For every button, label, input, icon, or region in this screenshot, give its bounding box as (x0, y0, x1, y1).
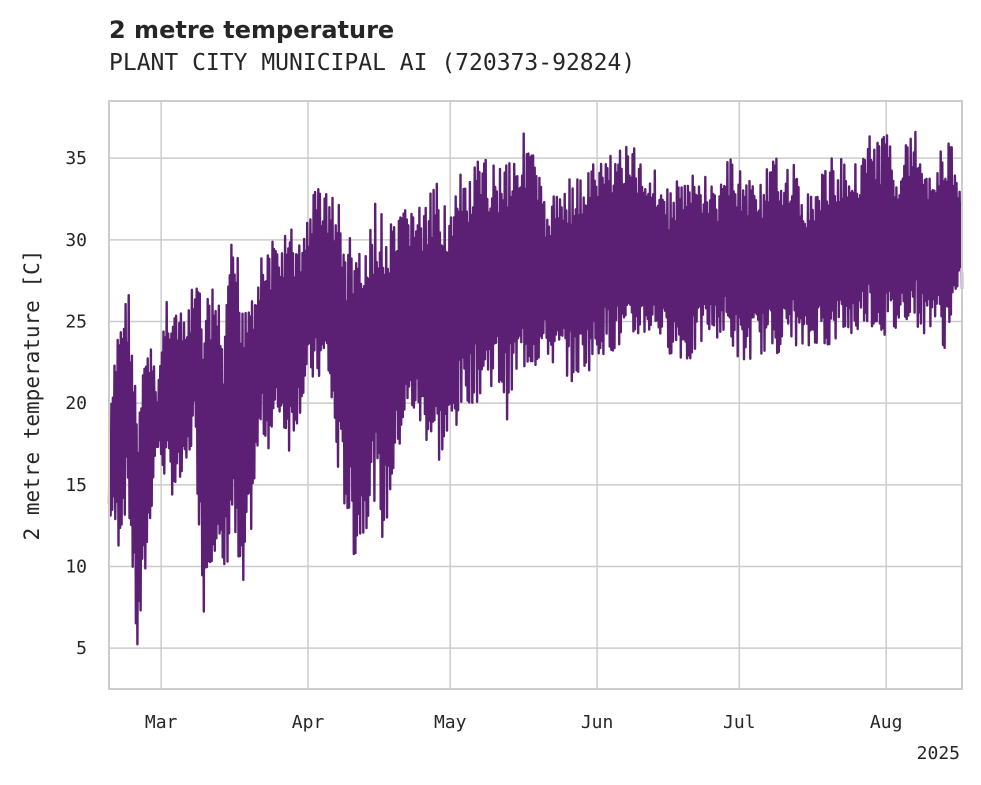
x-tick-label: Jul (723, 712, 756, 733)
x-tick-label: Apr (292, 712, 325, 733)
y-tick-label: 35 (65, 148, 87, 169)
y-tick-label: 25 (65, 312, 87, 333)
x-tick-label: Aug (870, 712, 903, 733)
series-group (107, 130, 964, 646)
x-year-label: 2025 (917, 743, 960, 764)
chart-subtitle: PLANT CITY MUNICIPAL AI (720373-92824) (109, 50, 636, 76)
x-tick-label: May (434, 712, 467, 733)
y-tick-label: 5 (76, 638, 87, 659)
y-axis-label: 2 metre temperature [C] (20, 250, 44, 541)
plot-frame (108, 100, 963, 690)
y-tick-label: 10 (65, 557, 87, 578)
y-tick-labels: 5 10 15 20 25 30 35 (65, 148, 87, 659)
x-tick-labels: Mar Apr May Jun Jul Aug (145, 712, 903, 733)
y-tick-label: 20 (65, 393, 87, 414)
temperature-series-line (107, 130, 964, 646)
chart-title: 2 metre temperature (109, 16, 395, 44)
x-tick-label: Mar (145, 712, 178, 733)
y-tick-label: 30 (65, 230, 87, 251)
x-tick-label: Jun (581, 712, 614, 733)
y-tick-label: 15 (65, 475, 87, 496)
